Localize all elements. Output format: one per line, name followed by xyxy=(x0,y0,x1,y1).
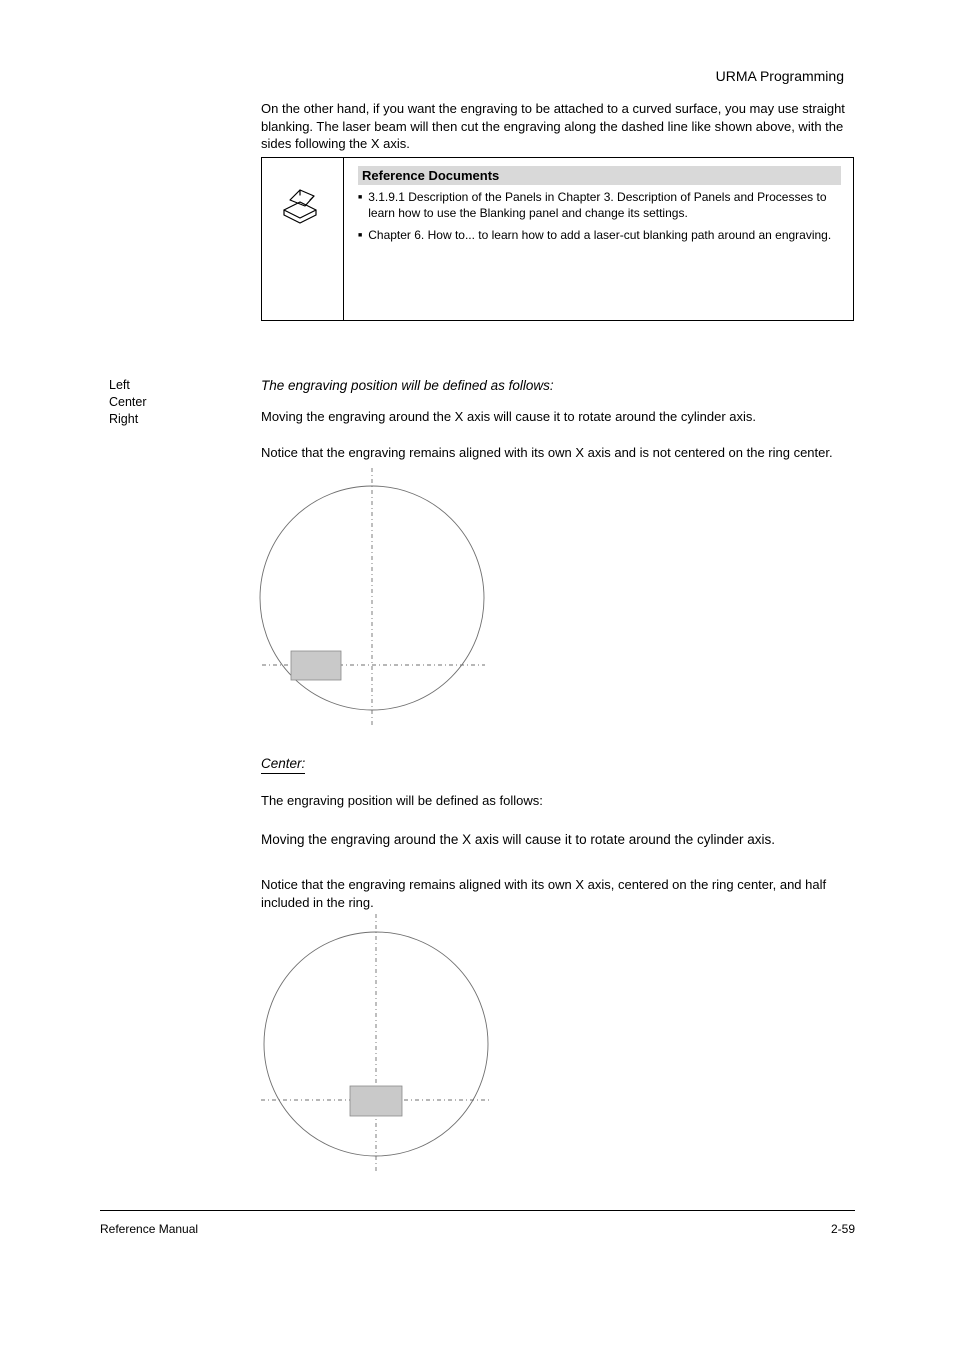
footer-divider xyxy=(100,1210,855,1211)
diagram-align-center xyxy=(0,0,954,1200)
footer-page-number: 2-59 xyxy=(831,1222,855,1236)
footer-doc-title: Reference Manual xyxy=(100,1222,198,1236)
